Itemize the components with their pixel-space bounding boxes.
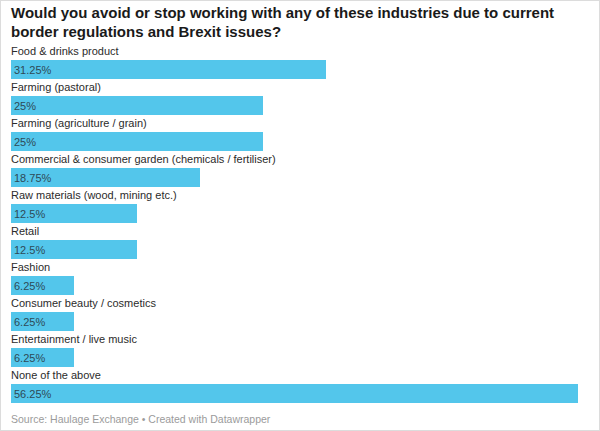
chart-page: Would you avoid or stop working with any… bbox=[0, 0, 600, 431]
bar-row: Consumer beauty / cosmetics 6.25% bbox=[11, 295, 589, 331]
bar-row: Farming (agriculture / grain) 25% bbox=[11, 115, 589, 151]
value-label: 18.75% bbox=[11, 172, 51, 184]
bar: 6.25% bbox=[11, 276, 74, 295]
bar: 25% bbox=[11, 96, 263, 115]
value-label: 25% bbox=[11, 100, 36, 112]
source-note: Source: Haulage Exchange • Created with … bbox=[11, 413, 270, 425]
value-label: 31.25% bbox=[11, 64, 51, 76]
bar: 31.25% bbox=[11, 60, 326, 79]
category-label: Retail bbox=[11, 223, 589, 240]
chart-title: Would you avoid or stop working with any… bbox=[11, 3, 576, 41]
bar: 6.25% bbox=[11, 348, 74, 367]
category-label: Food & drinks product bbox=[11, 43, 589, 60]
bar-row: Entertainment / live music 6.25% bbox=[11, 331, 589, 367]
value-label: 6.25% bbox=[11, 280, 45, 292]
bar: 6.25% bbox=[11, 312, 74, 331]
category-label: Entertainment / live music bbox=[11, 331, 589, 348]
category-label: Consumer beauty / cosmetics bbox=[11, 295, 589, 312]
bar-row: Retail 12.5% bbox=[11, 223, 589, 259]
bar-row: Food & drinks product 31.25% bbox=[11, 43, 589, 79]
category-label: Farming (agriculture / grain) bbox=[11, 115, 589, 132]
value-label: 56.25% bbox=[11, 388, 51, 400]
value-label: 12.5% bbox=[11, 208, 45, 220]
bar-row: Farming (pastoral) 25% bbox=[11, 79, 589, 115]
category-label: None of the above bbox=[11, 367, 589, 384]
category-label: Fashion bbox=[11, 259, 589, 276]
bar: 18.75% bbox=[11, 168, 200, 187]
bar: 12.5% bbox=[11, 240, 137, 259]
value-label: 12.5% bbox=[11, 244, 45, 256]
bar-row: None of the above 56.25% bbox=[11, 367, 589, 403]
bar: 25% bbox=[11, 132, 263, 151]
value-label: 6.25% bbox=[11, 352, 45, 364]
category-label: Raw materials (wood, mining etc.) bbox=[11, 187, 589, 204]
bar-row: Commercial & consumer garden (chemicals … bbox=[11, 151, 589, 187]
value-label: 6.25% bbox=[11, 316, 45, 328]
bar-chart: Food & drinks product 31.25% Farming (past… bbox=[11, 43, 589, 403]
bar-row: Fashion 6.25% bbox=[11, 259, 589, 295]
category-label: Farming (pastoral) bbox=[11, 79, 589, 96]
bar: 56.25% bbox=[11, 384, 578, 403]
bar: 12.5% bbox=[11, 204, 137, 223]
bar-row: Raw materials (wood, mining etc.) 12.5% bbox=[11, 187, 589, 223]
category-label: Commercial & consumer garden (chemicals … bbox=[11, 151, 589, 168]
value-label: 25% bbox=[11, 136, 36, 148]
